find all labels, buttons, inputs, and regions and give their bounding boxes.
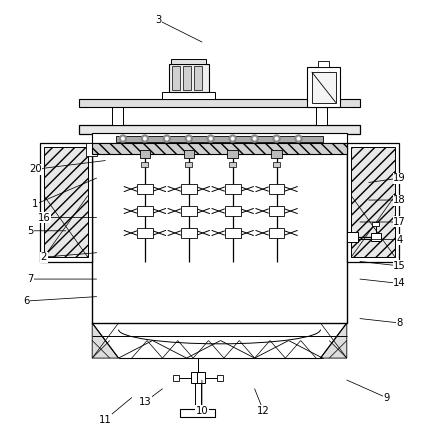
Bar [116, 135, 322, 142]
Bar [216, 375, 222, 381]
Bar [315, 105, 326, 125]
Circle shape [141, 135, 148, 143]
Bar [224, 184, 240, 194]
Text: 8: 8 [396, 318, 402, 328]
Bar [180, 206, 196, 216]
Text: 5: 5 [28, 226, 34, 236]
Bar [180, 409, 215, 417]
Bar [169, 64, 208, 92]
Bar [318, 61, 328, 67]
Text: 12: 12 [256, 406, 269, 416]
Bar [307, 67, 339, 107]
Bar [171, 59, 206, 64]
Bar [346, 232, 357, 242]
Circle shape [228, 135, 236, 143]
Circle shape [274, 137, 278, 140]
Circle shape [119, 135, 127, 143]
Text: 18: 18 [392, 195, 405, 205]
Bar [92, 143, 346, 323]
Text: 11: 11 [99, 415, 112, 424]
Bar [370, 233, 380, 241]
Text: 13: 13 [138, 397, 151, 407]
Text: 6: 6 [23, 296, 29, 306]
Bar [350, 147, 394, 257]
Bar [346, 143, 399, 262]
Bar [112, 105, 123, 125]
Bar [227, 151, 237, 159]
Bar [371, 222, 378, 226]
Text: 17: 17 [392, 217, 405, 227]
Bar [229, 162, 236, 167]
Text: 3: 3 [155, 15, 161, 25]
Bar [172, 66, 180, 90]
Bar [271, 151, 281, 159]
Bar [92, 133, 346, 143]
Bar [44, 147, 88, 257]
Bar [183, 66, 191, 90]
Circle shape [230, 137, 234, 140]
Bar [139, 151, 150, 159]
Bar [79, 99, 359, 107]
Circle shape [206, 135, 214, 143]
Text: 16: 16 [37, 213, 50, 222]
Bar [268, 184, 284, 194]
Bar [224, 206, 240, 216]
Polygon shape [92, 323, 118, 358]
Text: 19: 19 [392, 173, 405, 183]
Text: 10: 10 [195, 406, 208, 416]
Bar [173, 375, 179, 381]
Circle shape [250, 135, 258, 143]
Circle shape [294, 135, 302, 143]
Circle shape [165, 137, 168, 140]
Circle shape [162, 135, 170, 143]
Bar [180, 228, 196, 238]
Circle shape [272, 135, 280, 143]
Bar [195, 383, 200, 409]
Bar [112, 134, 326, 145]
Text: 20: 20 [29, 164, 41, 174]
Text: 7: 7 [28, 274, 34, 284]
Bar [79, 125, 359, 134]
Bar [92, 143, 346, 154]
Bar [224, 228, 240, 238]
Bar [85, 143, 96, 156]
Bar [137, 228, 152, 238]
Bar [137, 184, 152, 194]
Bar [311, 72, 335, 103]
Circle shape [184, 135, 192, 143]
Bar [268, 228, 284, 238]
Circle shape [187, 137, 190, 140]
Bar [162, 92, 215, 99]
Bar [185, 162, 192, 167]
Circle shape [143, 137, 146, 140]
Bar [272, 162, 279, 167]
Circle shape [208, 137, 212, 140]
Text: 9: 9 [382, 392, 389, 403]
Circle shape [121, 137, 124, 140]
Text: 15: 15 [392, 261, 405, 271]
Bar [194, 66, 201, 90]
Bar [180, 184, 196, 194]
Bar [191, 372, 205, 383]
Bar [141, 162, 148, 167]
Bar [39, 143, 92, 262]
Circle shape [296, 137, 300, 140]
Text: 2: 2 [41, 252, 47, 262]
Bar [268, 206, 284, 216]
Text: 1: 1 [32, 199, 38, 210]
Polygon shape [320, 323, 346, 358]
Text: 4: 4 [396, 234, 402, 245]
Circle shape [252, 137, 256, 140]
Bar [137, 206, 152, 216]
Bar [183, 151, 194, 159]
Text: 14: 14 [392, 278, 405, 289]
